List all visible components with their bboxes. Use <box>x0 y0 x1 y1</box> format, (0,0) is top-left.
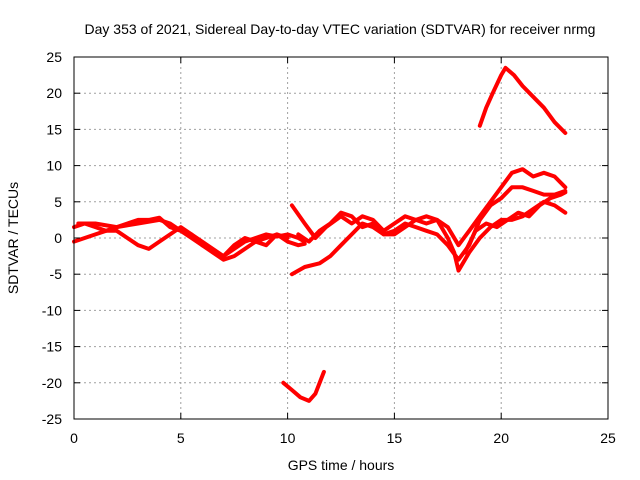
x-tick-label: 15 <box>387 430 403 446</box>
x-tick-label: 20 <box>493 430 509 446</box>
grid <box>74 57 608 419</box>
series-track-9 <box>281 369 326 403</box>
series-track-3 <box>76 217 290 259</box>
x-tick-label: 25 <box>600 430 616 446</box>
y-tick-label: -20 <box>42 375 62 391</box>
y-tick-label: -15 <box>42 339 62 355</box>
y-tick-label: 5 <box>54 194 62 210</box>
x-tick-label: 0 <box>70 430 78 446</box>
y-tick-label: -25 <box>42 411 62 427</box>
y-axis-label: SDTVAR / TECUs <box>5 182 21 294</box>
x-tick-label: 10 <box>280 430 296 446</box>
data-series <box>72 65 568 403</box>
axis-ticks: 0 5 10 15 20 25 -25 -20 -15 -10 -5 0 5 10 15 20 25 <box>42 49 616 446</box>
series-track-5 <box>289 167 568 248</box>
x-axis-label: GPS time / hours <box>288 457 395 473</box>
y-tick-label: 15 <box>46 121 62 137</box>
y-tick-label: 0 <box>54 230 62 246</box>
chart-title: Day 353 of 2021, Sidereal Day-to-day VTE… <box>85 21 596 37</box>
series-track-7 <box>462 190 568 255</box>
series-track-8 <box>477 65 568 135</box>
series-track-6 <box>296 185 568 262</box>
x-tick-label: 5 <box>177 430 185 446</box>
y-tick-label: 25 <box>46 49 62 65</box>
y-tick-label: -10 <box>42 302 62 318</box>
y-tick-label: -5 <box>50 266 63 282</box>
y-tick-label: 20 <box>46 85 62 101</box>
y-tick-label: 10 <box>46 158 62 174</box>
